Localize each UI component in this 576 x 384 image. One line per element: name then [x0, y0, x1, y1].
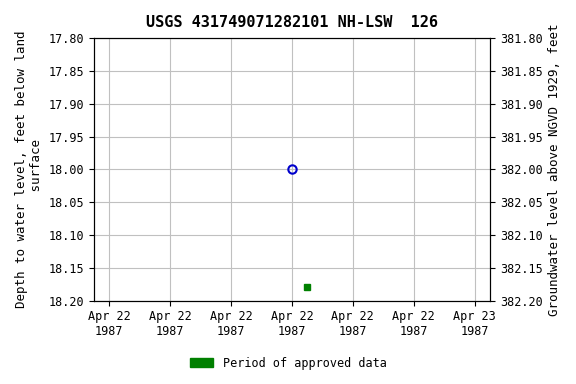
Title: USGS 431749071282101 NH-LSW  126: USGS 431749071282101 NH-LSW 126 [146, 15, 438, 30]
Y-axis label: Groundwater level above NGVD 1929, feet: Groundwater level above NGVD 1929, feet [548, 23, 561, 316]
Y-axis label: Depth to water level, feet below land
 surface: Depth to water level, feet below land su… [15, 31, 43, 308]
Legend: Period of approved data: Period of approved data [185, 352, 391, 374]
